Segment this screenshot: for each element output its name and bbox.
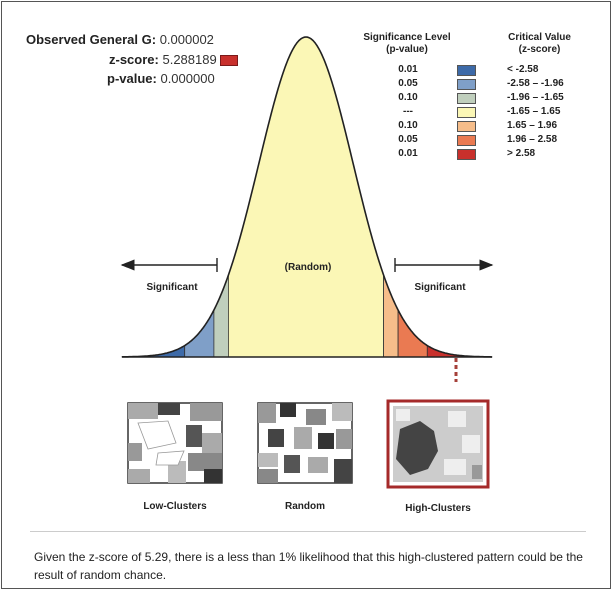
caption-separator — [30, 531, 586, 532]
p-value-label: p-value: — [107, 71, 157, 86]
legend-z-range: -1.65 – 1.65 — [507, 106, 561, 117]
random-map-label: Random — [285, 501, 325, 512]
legend-swatch — [457, 121, 476, 132]
legend-p-value: 0.05 — [398, 134, 418, 145]
legend-swatch — [457, 79, 476, 90]
significant-right-label: Significant — [414, 282, 466, 293]
curve-region-3 — [228, 36, 384, 358]
cluster-maps: Low-Clusters Random High-Clusters — [127, 399, 490, 514]
p-value-value: 0.000000 — [160, 71, 215, 86]
legend-p-value: 0.10 — [398, 92, 418, 103]
observed-label: Observed General G: — [26, 32, 157, 47]
p-value-text: p-value: 0.000000 — [107, 71, 215, 86]
legend-swatch — [457, 149, 476, 160]
curve-region-2 — [213, 274, 229, 358]
legend-crit-header-1: Critical Value — [508, 32, 571, 43]
legend-crit-header-2: (z-score) — [518, 44, 561, 55]
significance-legend: Significance Level (p-value) Critical Va… — [352, 32, 592, 162]
legend-z-range: 1.96 – 2.58 — [507, 134, 558, 145]
normal-distribution-diagram: Significant Significant (Random) — [120, 36, 494, 382]
random-label: (Random) — [285, 262, 332, 273]
random-map — [257, 402, 353, 484]
legend-z-range: > 2.58 — [507, 148, 536, 159]
high-clusters-label: High-Clusters — [405, 503, 471, 514]
observed-general-g-text: Observed General G: 0.000002 — [26, 32, 214, 47]
legend-p-value: 0.01 — [398, 148, 418, 159]
low-clusters-map — [127, 402, 223, 484]
legend-swatch — [457, 107, 476, 118]
interpretation-caption: Given the z-score of 5.29, there is a le… — [34, 550, 583, 582]
high-clusters-map — [386, 399, 490, 489]
legend-p-value: 0.10 — [398, 120, 418, 131]
significant-left-label: Significant — [146, 282, 198, 293]
low-clusters-label: Low-Clusters — [143, 501, 207, 512]
curve-region-4 — [383, 274, 399, 358]
z-score-value: 5.288189 — [162, 52, 217, 67]
legend-z-range: < -2.58 — [507, 64, 539, 75]
curve-outline — [122, 36, 492, 358]
z-score-text: z-score: 5.288189 — [109, 52, 217, 67]
legend-sig-header-2: (p-value) — [386, 44, 428, 55]
legend-z-range: 1.65 – 1.96 — [507, 120, 558, 131]
legend-p-value: 0.01 — [398, 64, 418, 75]
legend-z-range: -1.96 – -1.65 — [507, 92, 564, 103]
legend-swatch — [457, 65, 476, 76]
legend-swatch — [457, 93, 476, 104]
curve-regions — [121, 36, 493, 358]
legend-p-value: 0.05 — [398, 78, 418, 89]
legend-sig-header-1: Significance Level — [363, 32, 451, 43]
legend-p-value: --- — [403, 106, 413, 117]
z-score-marker — [220, 55, 238, 66]
z-score-label: z-score: — [109, 52, 159, 67]
observed-value: 0.000002 — [159, 32, 214, 47]
legend-z-range: -2.58 – -1.96 — [507, 78, 564, 89]
legend-swatch — [457, 135, 476, 146]
